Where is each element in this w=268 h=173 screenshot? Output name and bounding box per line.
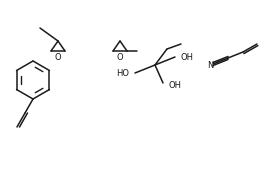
Text: OH: OH	[169, 81, 181, 90]
Text: O: O	[55, 53, 61, 62]
Text: N: N	[207, 61, 213, 70]
Text: O: O	[117, 53, 123, 62]
Text: HO: HO	[117, 69, 129, 78]
Text: OH: OH	[181, 52, 193, 61]
